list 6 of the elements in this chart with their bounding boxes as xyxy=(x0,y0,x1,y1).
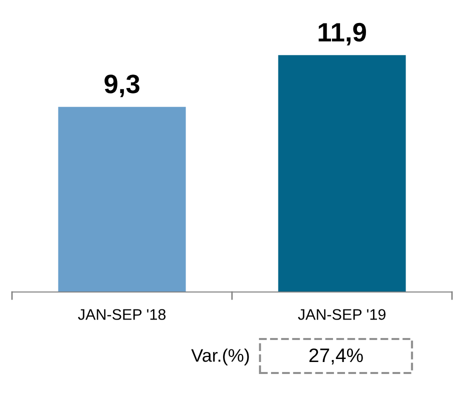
data-label: 9,3 xyxy=(104,74,140,98)
x-tick-label: JAN-SEP '19 xyxy=(298,309,386,320)
text: 27,4% xyxy=(309,348,363,365)
data-label: 11,9 xyxy=(318,22,366,46)
text: Var.(%) xyxy=(191,348,249,366)
x-tick-label: JAN-SEP '18 xyxy=(78,309,166,320)
